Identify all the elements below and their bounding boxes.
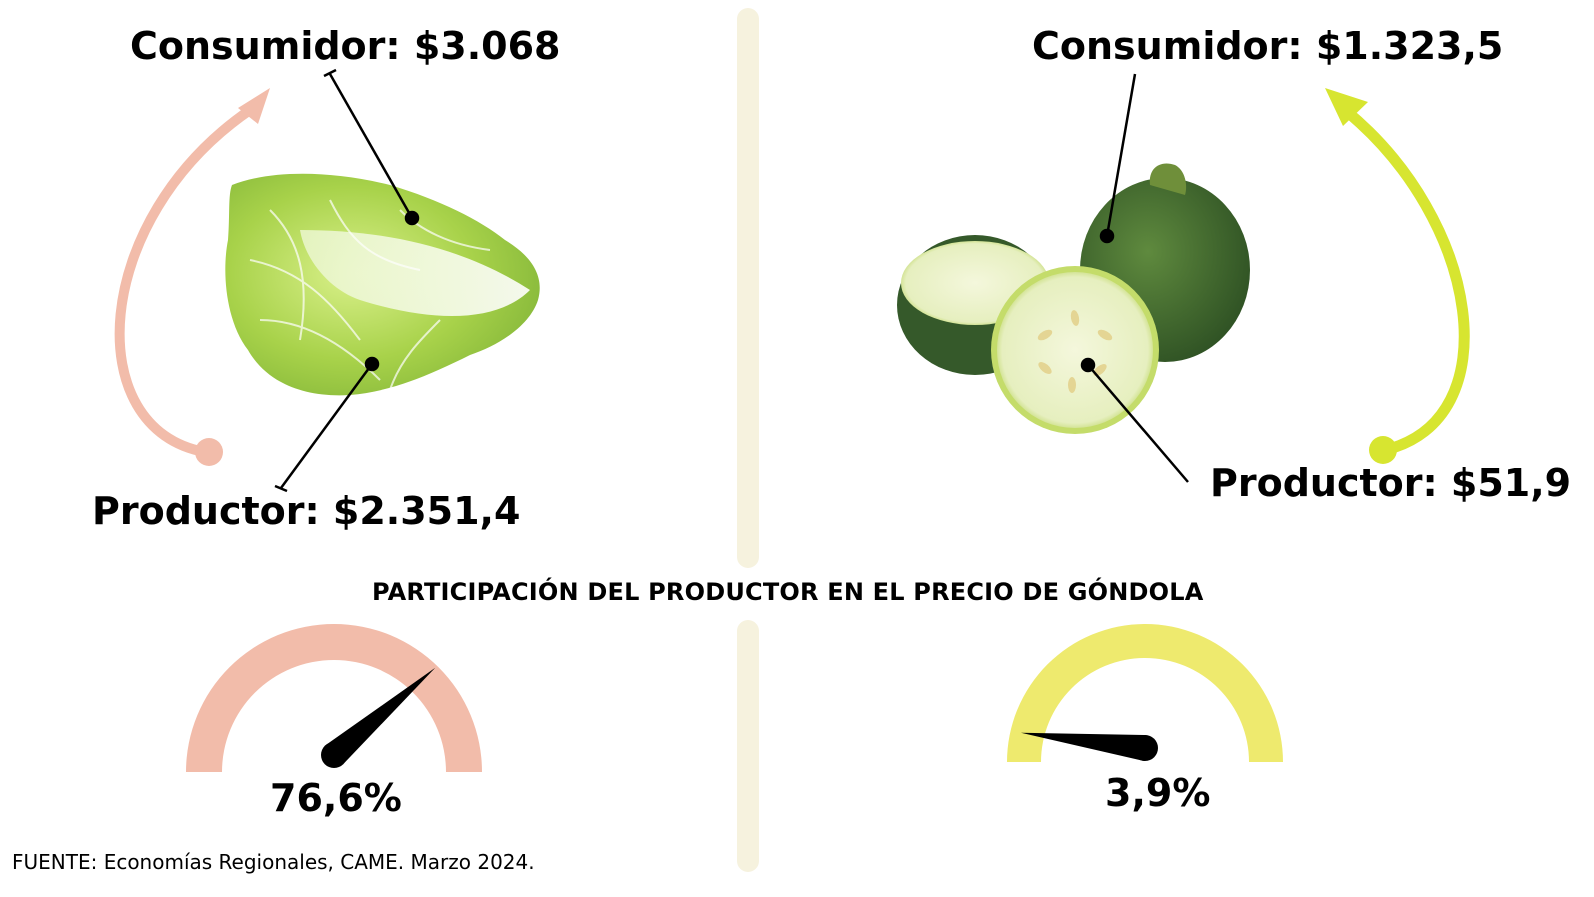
left-rise-arrow — [114, 88, 270, 466]
right-gauge-arc — [1007, 624, 1283, 762]
bottom-divider — [737, 620, 759, 872]
left-consumer-price: Consumidor: $3.068 — [130, 24, 561, 68]
right-consumer-price: Consumidor: $1.323,5 — [1032, 24, 1504, 68]
left-gauge-arc — [186, 624, 482, 772]
left-share-gauge — [186, 624, 482, 772]
right-producer-price: Productor: $51,9 — [1210, 461, 1572, 505]
right-share-value: 3,9% — [1105, 771, 1211, 815]
left-gauge-needle — [325, 667, 436, 765]
right-gauge-needle — [1020, 732, 1147, 761]
top-divider — [737, 8, 759, 568]
left-gauge-hub — [321, 742, 347, 768]
source-note: FUENTE: Economías Regionales, CAME. Marz… — [12, 850, 535, 874]
right-share-gauge — [1007, 624, 1283, 762]
leader-lines — [274, 68, 1189, 493]
left-producer-price: Productor: $2.351,4 — [92, 489, 521, 533]
zucchini-icon — [897, 163, 1250, 434]
right-rise-arrow — [1325, 88, 1470, 464]
left-share-value: 76,6% — [270, 776, 402, 820]
section-subtitle: PARTICIPACIÓN DEL PRODUCTOR EN EL PRECIO… — [372, 578, 1204, 606]
cabbage-icon — [225, 173, 540, 396]
right-gauge-hub — [1132, 735, 1158, 761]
